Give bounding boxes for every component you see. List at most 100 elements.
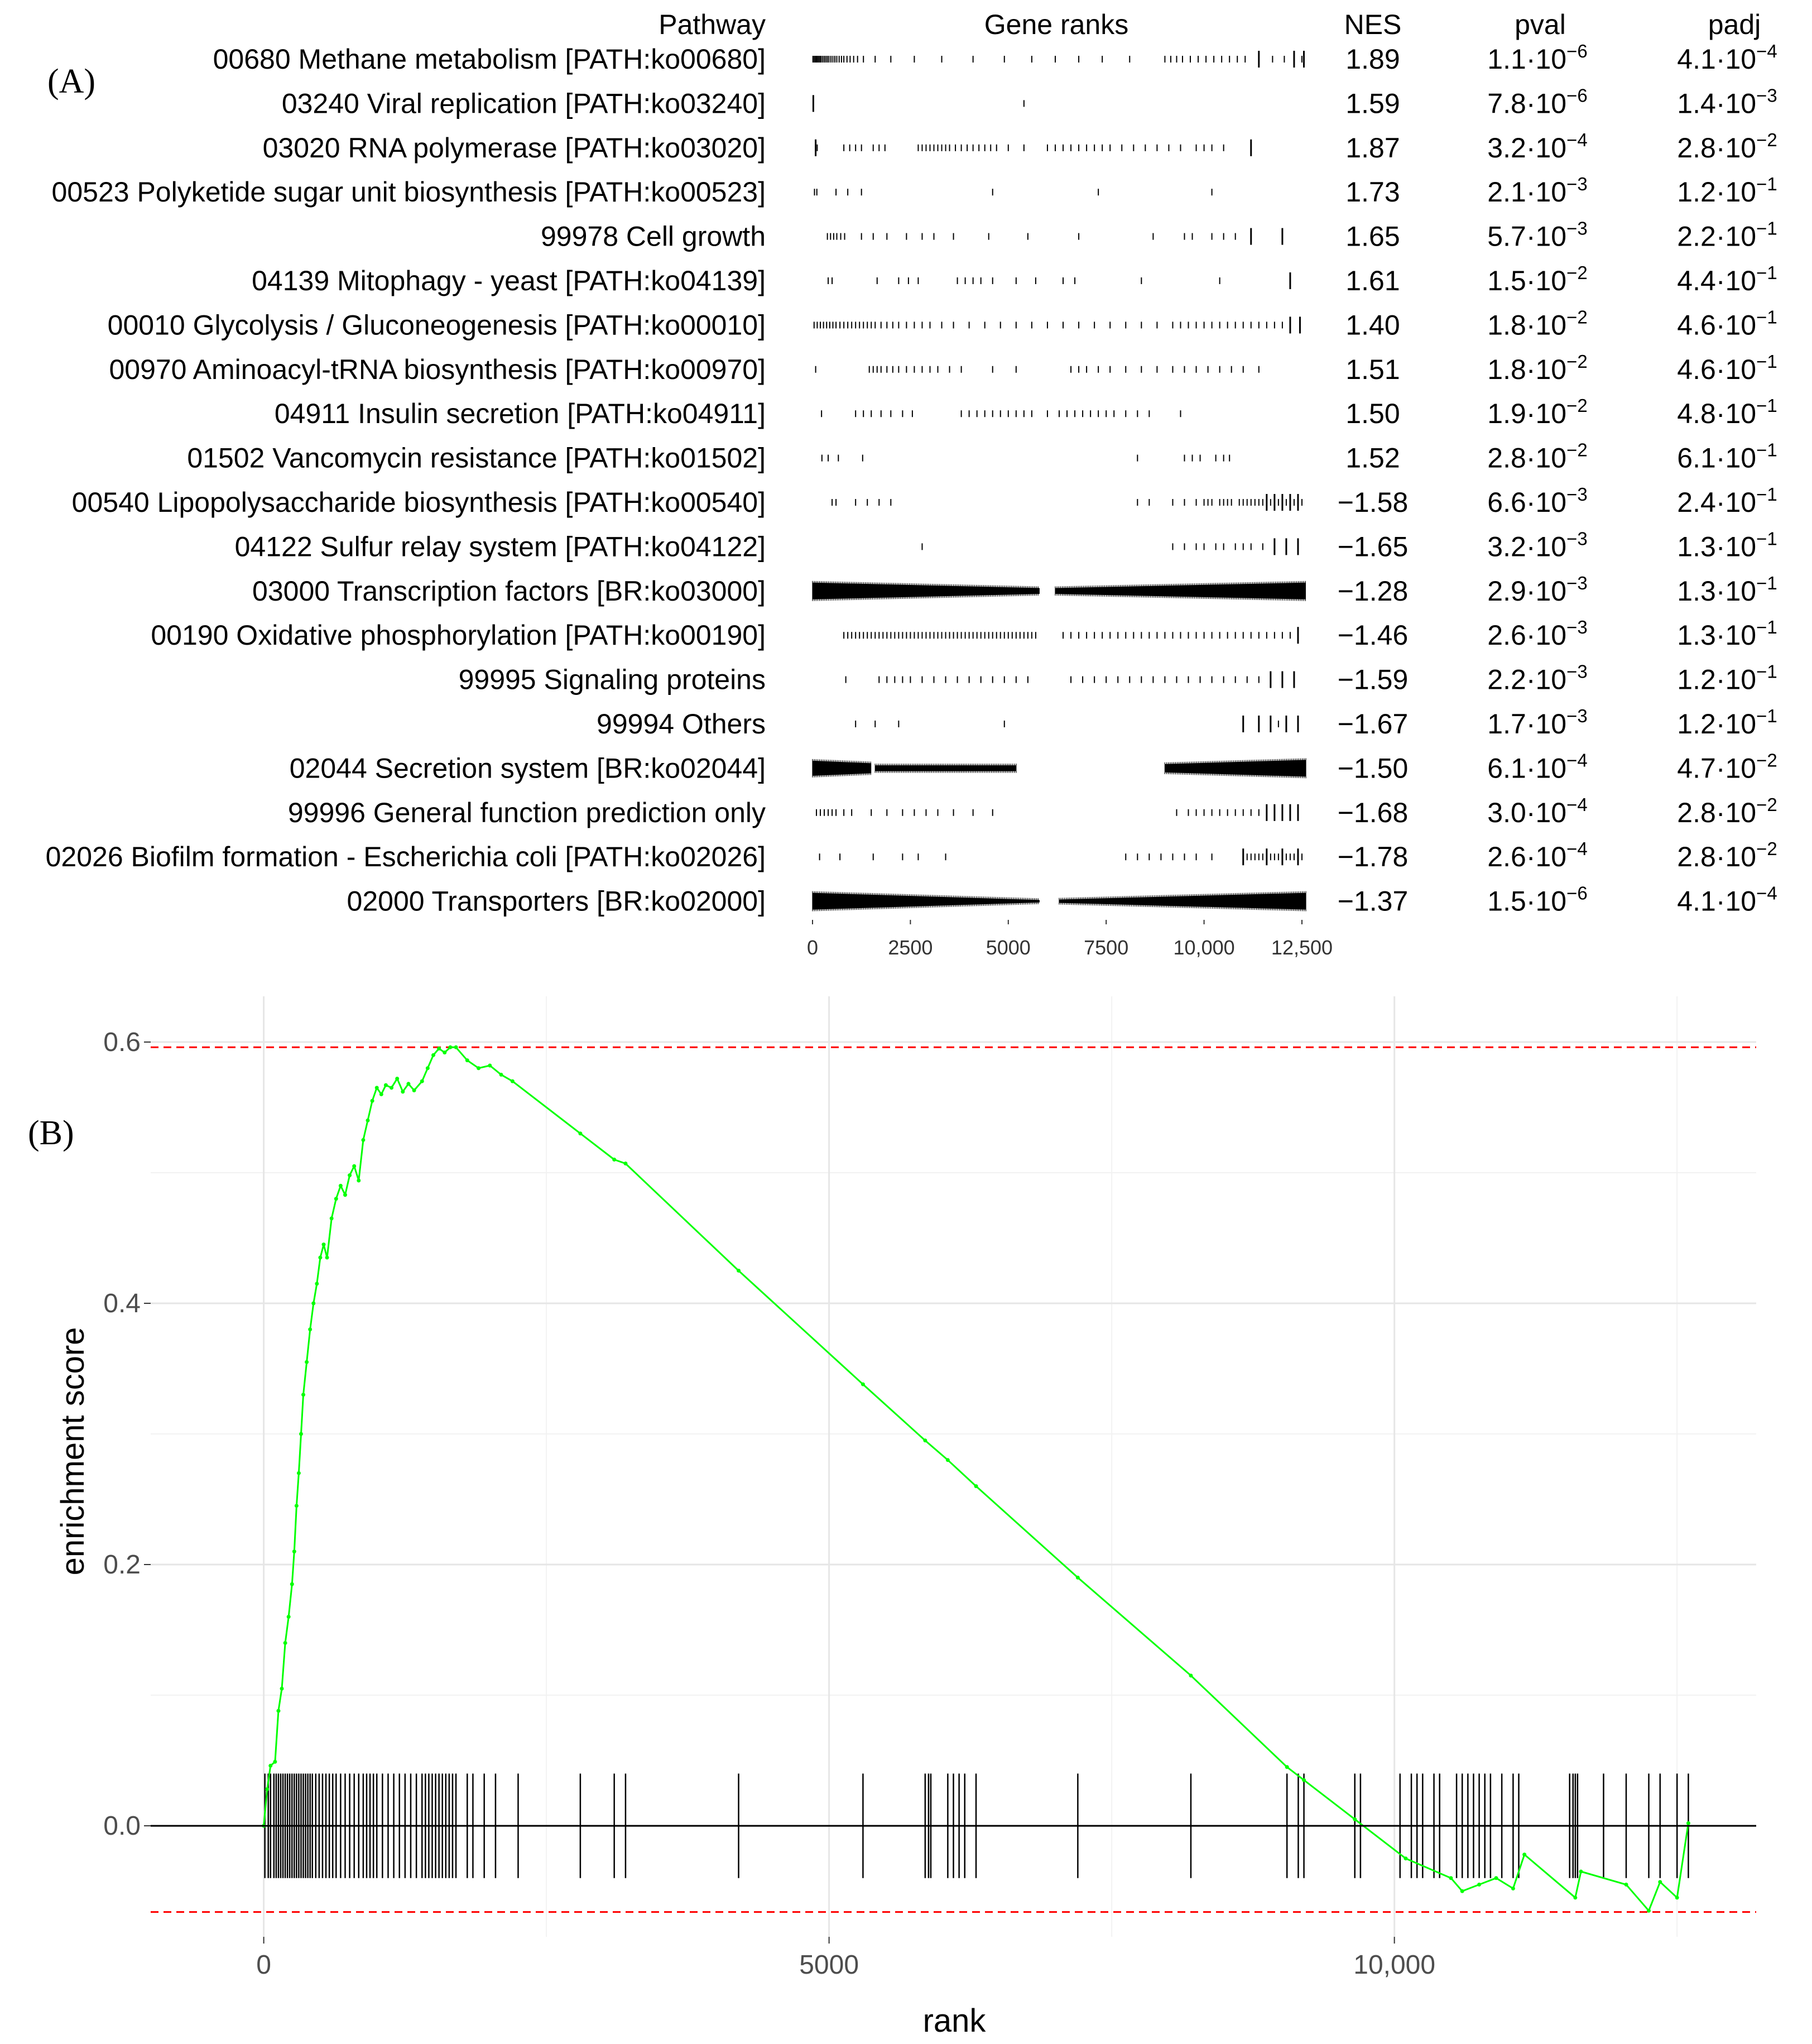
pval-value-mantissa: 1.7 (1487, 708, 1526, 740)
nes-value: −1.28 (1338, 575, 1409, 607)
pval-value: 5.7·10−3 (1487, 218, 1587, 252)
pathway-row: 00680 Methane metabolism [PATH:ko00680] 1… (213, 41, 1777, 75)
padj-value-mantissa: 2.8 (1677, 797, 1716, 828)
padj-value-exponent: −1 (1756, 306, 1777, 327)
es-point (383, 1083, 388, 1087)
padj-value-exponent: −3 (1756, 85, 1777, 105)
pval-value-times-ten: ·10 (1526, 309, 1566, 340)
es-point (1686, 1821, 1690, 1825)
pathway-name: 01502 Vancomycin resistance [PATH:ko0150… (187, 443, 766, 474)
pval-value-mantissa: 1.8 (1487, 309, 1526, 340)
x-tick-label: 10,000 (1353, 1950, 1435, 1980)
padj-value-mantissa: 1.3 (1677, 575, 1716, 607)
padj-value: 1.3·10−1 (1677, 573, 1777, 607)
es-point (1285, 1765, 1289, 1769)
padj-value-mantissa: 1.3 (1677, 531, 1716, 562)
nes-value: −1.46 (1338, 620, 1409, 651)
pval-value-exponent: −6 (1566, 41, 1588, 61)
nes-value: −1.78 (1338, 841, 1409, 872)
es-point (1511, 1886, 1515, 1891)
padj-value-exponent: −1 (1756, 484, 1777, 505)
padj-value-mantissa: 2.8 (1677, 841, 1716, 872)
padj-value: 2.8·10−2 (1677, 794, 1777, 828)
es-point (1477, 1882, 1482, 1887)
es-point (465, 1058, 469, 1063)
padj-value-mantissa: 4.8 (1677, 398, 1716, 429)
pval-value: 1.8·10−2 (1487, 351, 1587, 385)
nes-value: 1.89 (1345, 44, 1400, 75)
padj-value-exponent: −4 (1756, 883, 1777, 904)
pval-value-exponent: −6 (1566, 883, 1588, 904)
plot-axes: 0.0 0.2 0.4 0.6 0 5000 10,000 (103, 1028, 1756, 1980)
padj-value: 4.1·10−4 (1677, 883, 1777, 917)
gene-rank-ticks (815, 366, 1260, 373)
es-point (292, 1549, 296, 1554)
pval-value-exponent: −2 (1566, 262, 1588, 283)
nes-value: 1.73 (1345, 176, 1400, 208)
padj-value-times-ten: ·10 (1716, 620, 1756, 651)
pval-value-exponent: −4 (1566, 750, 1588, 770)
padj-value-times-ten: ·10 (1716, 132, 1756, 164)
es-point (425, 1066, 430, 1071)
pathway-name: 02044 Secretion system [BR:ko02044] (290, 752, 766, 784)
pval-value-exponent: −2 (1566, 306, 1588, 327)
es-point (370, 1098, 374, 1103)
pval-value: 2.2·10−3 (1487, 661, 1587, 695)
pval-value: 2.6·10−3 (1487, 617, 1587, 651)
pathway-name: 00190 Oxidative phosphorylation [PATH:ko… (151, 620, 766, 651)
pval-value-mantissa: 3.2 (1487, 531, 1526, 562)
padj-value-exponent: −1 (1756, 573, 1777, 593)
pval-value: 1.1·10−6 (1487, 41, 1587, 75)
padj-value-exponent: −1 (1756, 661, 1777, 682)
pathway-name: 99995 Signaling proteins (459, 664, 766, 695)
gene-rank-ticks (812, 95, 1025, 112)
nes-value: −1.37 (1338, 886, 1409, 917)
es-point (305, 1360, 309, 1364)
pathway-name: 02026 Biofilm formation - Escherichia co… (46, 841, 766, 872)
es-point (296, 1471, 301, 1475)
nes-value: −1.50 (1338, 752, 1409, 784)
padj-value-exponent: −1 (1756, 262, 1777, 283)
es-point (412, 1088, 416, 1092)
pval-value: 2.1·10−3 (1487, 174, 1587, 208)
es-point (321, 1242, 326, 1247)
nes-value: −1.68 (1338, 797, 1409, 828)
pval-value-times-ten: ·10 (1526, 88, 1566, 119)
es-point (343, 1193, 347, 1197)
pval-value-exponent: −3 (1566, 528, 1588, 549)
pval-value-mantissa: 1.8 (1487, 354, 1526, 385)
es-point (923, 1438, 927, 1443)
pathway-name: 03020 RNA polymerase [PATH:ko03020] (263, 132, 766, 164)
y-tick-label: 0.2 (103, 1550, 141, 1580)
es-point (1189, 1673, 1193, 1678)
padj-value: 1.3·10−1 (1677, 617, 1777, 651)
padj-value-mantissa: 1.4 (1677, 88, 1716, 119)
es-point (1573, 1896, 1578, 1900)
pval-value: 1.9·10−2 (1487, 395, 1587, 429)
gene-rank-ticks (828, 272, 1291, 289)
padj-value-times-ten: ·10 (1716, 664, 1756, 695)
es-point (861, 1382, 865, 1386)
padj-value-times-ten: ·10 (1716, 886, 1756, 917)
pval-value-mantissa: 2.9 (1487, 575, 1526, 607)
padj-value-exponent: −2 (1756, 750, 1777, 770)
padj-value: 4.1·10−4 (1677, 41, 1777, 75)
header-pathway: Pathway (659, 9, 766, 40)
pval-value-times-ten: ·10 (1526, 708, 1566, 740)
pval-value-exponent: −3 (1566, 661, 1588, 682)
pval-value-mantissa: 1.5 (1487, 886, 1526, 917)
header-gene-ranks: Gene ranks (984, 9, 1128, 40)
es-point (290, 1582, 294, 1586)
padj-value: 1.4·10−3 (1677, 85, 1777, 119)
pathway-row: 00190 Oxidative phosphorylation [PATH:ko… (151, 617, 1777, 651)
pval-value: 1.5·10−6 (1487, 883, 1587, 917)
es-point (1579, 1869, 1583, 1874)
es-point (401, 1090, 405, 1094)
pathway-name: 03000 Transcription factors [BR:ko03000] (252, 575, 766, 607)
padj-value: 2.4·10−1 (1677, 484, 1777, 518)
padj-value-exponent: −1 (1756, 174, 1777, 194)
nes-value: −1.59 (1338, 664, 1409, 695)
es-point (294, 1504, 299, 1508)
pval-value-mantissa: 5.7 (1487, 221, 1526, 252)
gene-rank-ticks (812, 51, 1305, 68)
